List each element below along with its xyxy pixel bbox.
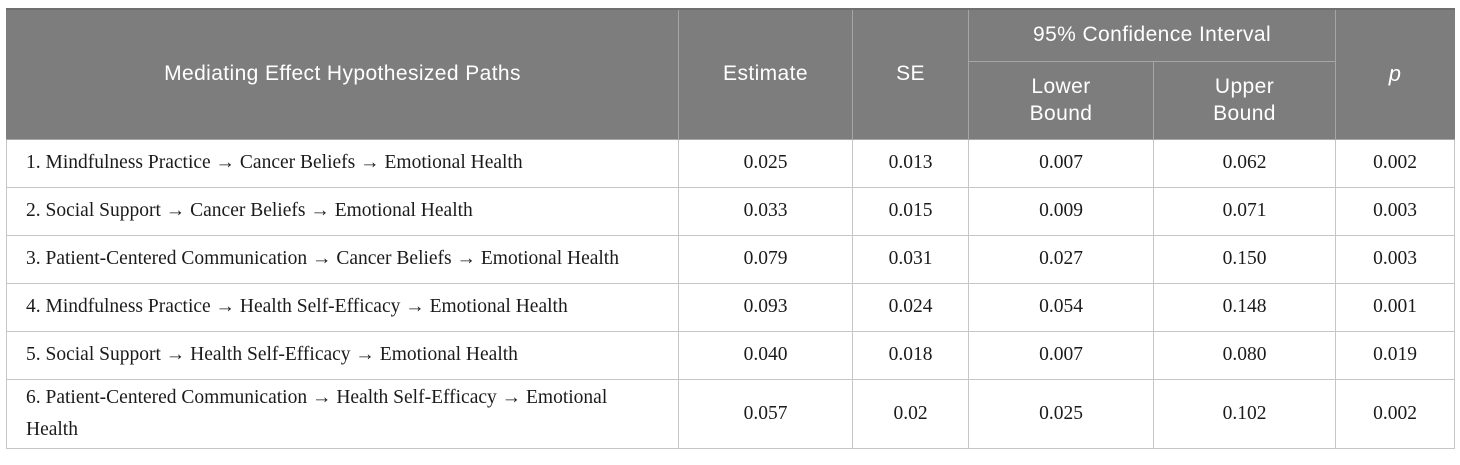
column-header-paths: Mediating Effect Hypothesized Paths xyxy=(6,8,679,140)
p-value-cell: 0.002 xyxy=(1335,378,1456,449)
estimate-cell: 0.025 xyxy=(678,138,853,188)
upper-bound-cell: 0.102 xyxy=(1152,378,1337,449)
se-cell: 0.024 xyxy=(852,282,969,332)
column-header-estimate: Estimate xyxy=(678,8,853,140)
lower-bound-cell: 0.007 xyxy=(968,138,1154,188)
column-header-lower-bound: Lower Bound xyxy=(968,60,1154,140)
lower-bound-label: Lower Bound xyxy=(1029,74,1093,125)
estimate-cell: 0.057 xyxy=(678,378,853,449)
column-group-header-confidence-interval: 95% Confidence Interval xyxy=(967,8,1337,62)
lower-bound-cell: 0.025 xyxy=(968,378,1154,449)
table-row: 3. Patient-Centered Communication → Canc… xyxy=(6,234,1456,284)
table-header: Mediating Effect Hypothesized Paths Esti… xyxy=(6,8,1456,140)
mediation-results-table: Mediating Effect Hypothesized Paths Esti… xyxy=(6,8,1456,449)
table-row: 4. Mindfulness Practice → Health Self-Ef… xyxy=(6,282,1456,332)
table-row: 2. Social Support → Cancer Beliefs → Emo… xyxy=(6,186,1456,236)
path-cell: 4. Mindfulness Practice → Health Self-Ef… xyxy=(6,282,679,332)
table-row: 6. Patient-Centered Communication → Heal… xyxy=(6,378,1456,449)
upper-bound-cell: 0.071 xyxy=(1152,186,1337,236)
se-cell: 0.015 xyxy=(852,186,969,236)
lower-bound-cell: 0.009 xyxy=(968,186,1154,236)
path-cell: 3. Patient-Centered Communication → Canc… xyxy=(6,234,679,284)
path-cell: 6. Patient-Centered Communication → Heal… xyxy=(6,378,679,449)
lower-bound-cell: 0.027 xyxy=(968,234,1154,284)
p-value-cell: 0.001 xyxy=(1335,282,1456,332)
results-table-container: Mediating Effect Hypothesized Paths Esti… xyxy=(6,8,1456,449)
table-row: 5. Social Support → Health Self-Efficacy… xyxy=(6,330,1456,380)
upper-bound-label: Upper Bound xyxy=(1213,74,1276,125)
p-value-cell: 0.002 xyxy=(1335,138,1456,188)
estimate-cell: 0.079 xyxy=(678,234,853,284)
p-value-cell: 0.003 xyxy=(1335,234,1456,284)
column-header-se: SE xyxy=(852,8,969,140)
lower-bound-cell: 0.007 xyxy=(968,330,1154,380)
upper-bound-cell: 0.148 xyxy=(1152,282,1337,332)
estimate-cell: 0.033 xyxy=(678,186,853,236)
se-cell: 0.02 xyxy=(852,378,969,449)
estimate-cell: 0.040 xyxy=(678,330,853,380)
estimate-cell: 0.093 xyxy=(678,282,853,332)
path-cell: 1. Mindfulness Practice → Cancer Beliefs… xyxy=(6,138,679,188)
se-cell: 0.031 xyxy=(852,234,969,284)
table-row: 1. Mindfulness Practice → Cancer Beliefs… xyxy=(6,138,1456,188)
path-cell: 5. Social Support → Health Self-Efficacy… xyxy=(6,330,679,380)
path-cell: 2. Social Support → Cancer Beliefs → Emo… xyxy=(6,186,679,236)
se-cell: 0.018 xyxy=(852,330,969,380)
upper-bound-cell: 0.080 xyxy=(1152,330,1337,380)
upper-bound-cell: 0.062 xyxy=(1152,138,1337,188)
column-header-p-value: p xyxy=(1335,8,1456,140)
upper-bound-cell: 0.150 xyxy=(1152,234,1337,284)
se-cell: 0.013 xyxy=(852,138,969,188)
column-header-upper-bound: Upper Bound xyxy=(1152,60,1337,140)
lower-bound-cell: 0.054 xyxy=(968,282,1154,332)
p-value-cell: 0.003 xyxy=(1335,186,1456,236)
p-value-cell: 0.019 xyxy=(1335,330,1456,380)
table-body: 1. Mindfulness Practice → Cancer Beliefs… xyxy=(6,138,1456,449)
